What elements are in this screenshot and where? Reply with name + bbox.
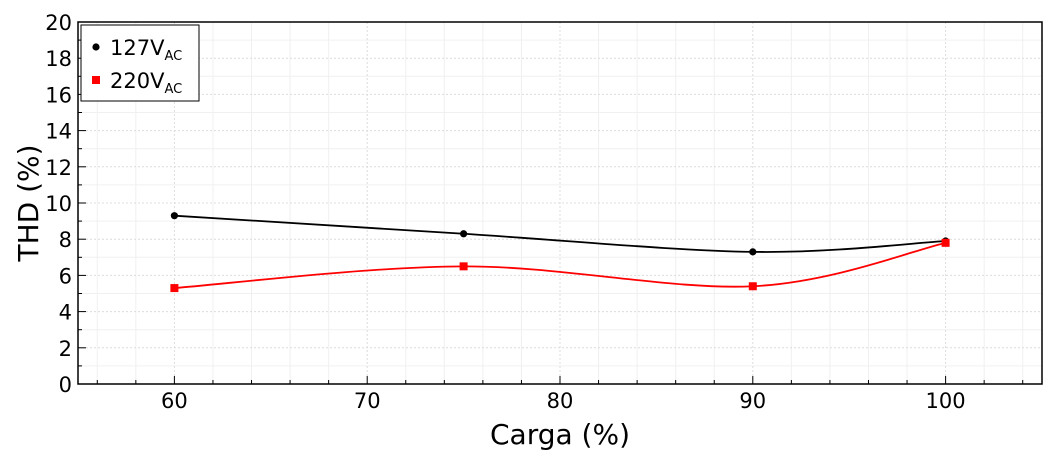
- legend-marker-127V: [92, 43, 100, 51]
- legend-label-main: 220V: [110, 69, 165, 93]
- y-tick-label: 10: [45, 192, 72, 216]
- legend-marker-220V: [92, 76, 100, 84]
- x-tick-label: 70: [354, 389, 381, 413]
- y-tick-labels: 0 2 4 6 8 10 12 14 16 18 20: [45, 11, 72, 397]
- x-tick-label: 100: [926, 389, 966, 413]
- y-tick-label: 14: [45, 120, 72, 144]
- y-tick-label: 12: [45, 156, 72, 180]
- y-tick-label: 0: [59, 373, 72, 397]
- data-point-127V: [170, 212, 178, 220]
- data-point-127V: [749, 248, 757, 256]
- series-line-220V: [174, 241, 946, 289]
- data-point-220V: [459, 262, 468, 271]
- x-axis-title: Carga (%): [490, 418, 630, 450]
- legend-label-127V: 127VAC: [110, 36, 182, 64]
- y-axis-title: THD (%): [12, 144, 45, 262]
- x-tick-label: 80: [547, 389, 574, 413]
- legend-label-subscript: AC: [164, 82, 182, 97]
- legend-box: [80, 24, 200, 102]
- series-curves: [174, 214, 946, 289]
- x-tick-label: 90: [739, 389, 766, 413]
- legend-label-main: 127V: [110, 36, 165, 60]
- legend-label-220V: 220VAC: [110, 69, 182, 97]
- data-point-127V: [460, 230, 468, 238]
- data-point-220V: [941, 238, 950, 247]
- x-tick-label: 60: [161, 389, 188, 413]
- y-tick-label: 18: [45, 47, 72, 71]
- legend-label-subscript: AC: [164, 49, 182, 64]
- data-point-220V: [748, 282, 757, 291]
- y-tick-label: 16: [45, 83, 72, 107]
- y-tick-label: 8: [59, 228, 72, 252]
- data-point-220V: [170, 284, 179, 293]
- y-tick-label: 20: [45, 11, 72, 35]
- y-tick-label: 6: [59, 264, 72, 288]
- series-line-127V: [174, 214, 946, 253]
- grid-lines: [78, 22, 1042, 384]
- x-tick-labels: 60 70 80 90 100: [161, 389, 966, 413]
- y-tick-label: 2: [59, 337, 72, 361]
- series-markers: [170, 212, 950, 293]
- y-tick-label: 4: [59, 301, 72, 325]
